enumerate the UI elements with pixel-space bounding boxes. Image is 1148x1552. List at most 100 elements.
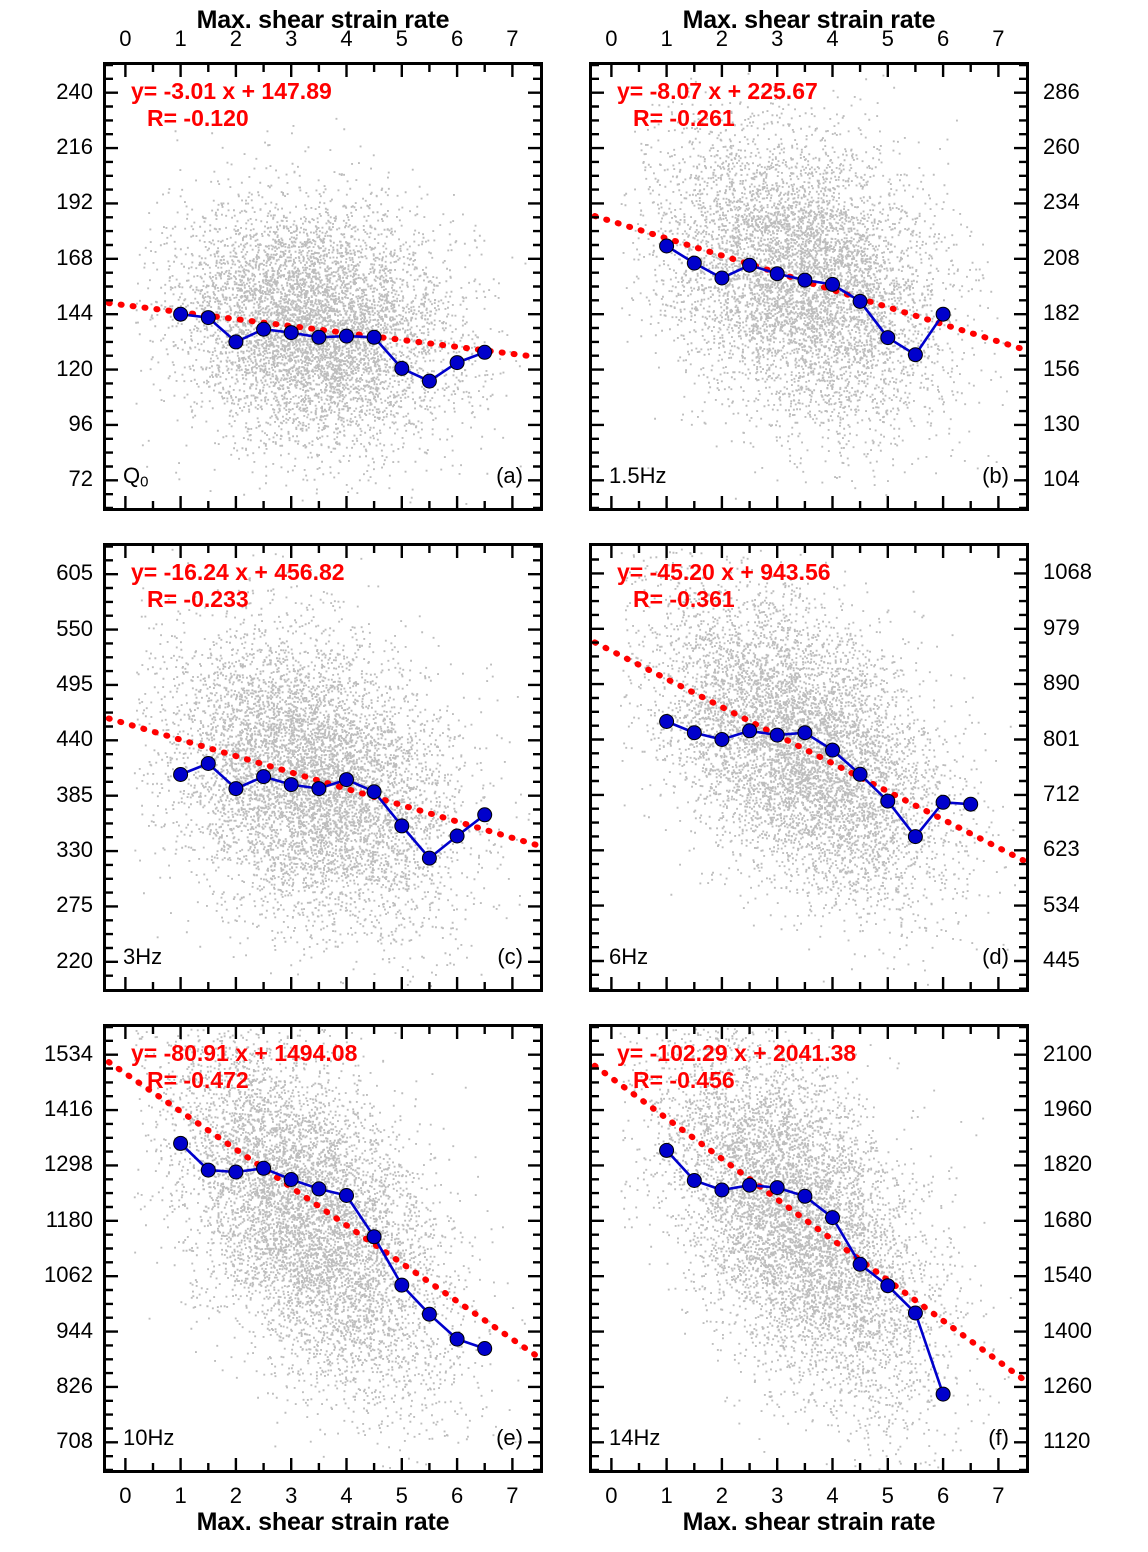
ytick-label: 130 (1043, 410, 1080, 436)
ytick-label: 385 (56, 781, 93, 807)
plot-area-a (103, 62, 543, 511)
median-marker (686, 1173, 702, 1188)
ytick-label: 445 (1043, 947, 1080, 972)
ytick-label: 1416 (44, 1096, 93, 1122)
median-marker (228, 334, 244, 350)
median-marker (173, 1135, 189, 1151)
median-marker (421, 850, 437, 866)
bottom-axis-title-col1: Max. shear strain rate (196, 1508, 450, 1536)
median-marker (852, 766, 868, 782)
median-marker (173, 767, 189, 782)
xtick-label: 7 (506, 1483, 519, 1508)
median-marker (880, 1278, 896, 1294)
frequency-label-e: 10Hz (123, 1425, 175, 1450)
ytick-label: 1960 (1043, 1096, 1092, 1122)
median-marker (200, 1162, 216, 1178)
ytick-label: 1062 (44, 1262, 93, 1288)
xtick-label: 0 (119, 26, 132, 51)
ytick-label: 216 (56, 134, 93, 160)
plot-area-f (589, 1024, 1029, 1473)
median-marker (477, 807, 493, 823)
median-marker (769, 727, 785, 743)
panel-letter-e: (e) (496, 1425, 523, 1450)
xtick-label: 5 (881, 26, 894, 51)
ytick-label: 1260 (1043, 1372, 1092, 1398)
ytick-label: 623 (1043, 836, 1080, 862)
xtick-label: 0 (119, 1483, 132, 1508)
scatter-points-a (135, 117, 527, 505)
axis-ticks-a (106, 65, 540, 508)
xtick-label: 0 (605, 26, 618, 51)
median-marker (366, 329, 382, 345)
median-marker (825, 1210, 840, 1226)
median-marker (880, 330, 896, 346)
top-axis-title-col1: Max. shear strain rate (196, 6, 450, 34)
regression-annotation-f: y= -102.29 x + 2041.38 R= -0.456 (617, 1040, 856, 1093)
xtick-label: 1 (660, 1483, 673, 1508)
scatter-points-e (133, 1028, 526, 1469)
axis-ticks-f (592, 1027, 1026, 1470)
median-marker (394, 818, 410, 834)
median-marker (742, 723, 758, 739)
median-marker (477, 344, 493, 360)
xtick-label: 7 (992, 1483, 1005, 1508)
ytick-label: 712 (1043, 780, 1080, 806)
regression-line-b (592, 213, 1026, 353)
ytick-label: 1400 (1043, 1317, 1092, 1343)
median-marker (797, 272, 813, 288)
plot-canvas-f (592, 1027, 1026, 1470)
median-marker (659, 714, 675, 729)
median-marker (769, 266, 785, 282)
regression-line-e (106, 1059, 540, 1360)
median-marker (659, 1142, 675, 1158)
ytick-label: 534 (1043, 891, 1080, 917)
median-marker (283, 325, 299, 341)
bottom-axis-title-col2: Max. shear strain rate (682, 1508, 936, 1536)
xtick-label: 1 (174, 1483, 187, 1508)
regression-line-d (592, 639, 1026, 864)
median-marker (935, 306, 951, 322)
xtick-label: 5 (395, 1483, 408, 1508)
median-marker (311, 329, 327, 345)
plot-area-b (589, 62, 1029, 511)
median-marker (797, 725, 813, 741)
panel-letter-d: (d) (982, 944, 1009, 969)
median-marker (339, 772, 354, 788)
fit-correlation-text: R= -0.120 (147, 104, 249, 131)
frequency-label-c: 3Hz (123, 944, 163, 969)
xtick-label: 0 (605, 1483, 618, 1508)
median-marker (477, 1341, 493, 1356)
axis-ticks-c (106, 546, 540, 989)
ytick-label: 192 (56, 189, 93, 215)
ytick-label: 275 (56, 892, 93, 918)
ytick-label: 208 (1043, 244, 1080, 270)
xtick-label: 3 (285, 1483, 298, 1508)
median-marker (963, 796, 979, 812)
ytick-label: 801 (1043, 725, 1080, 751)
fit-equation-text: y= -102.29 x + 2041.38 (617, 1040, 857, 1066)
median-marker (769, 1180, 785, 1196)
median-marker (421, 373, 437, 389)
frequency-label-f: 14Hz (609, 1425, 661, 1450)
ytick-label: 890 (1043, 670, 1080, 696)
median-marker (714, 270, 730, 286)
regression-annotation-e: y= -80.91 x + 1494.08 R= -0.472 (131, 1040, 357, 1093)
median-marker (714, 1182, 730, 1198)
fit-correlation-text: R= -0.261 (633, 104, 735, 131)
ytick-label: 260 (1043, 134, 1080, 160)
ytick-label: 168 (56, 244, 93, 270)
xtick-label: 3 (771, 26, 784, 51)
median-marker (686, 725, 702, 741)
median-marker (366, 784, 382, 800)
regression-line-f (592, 1062, 1026, 1383)
fit-correlation-text: R= -0.472 (147, 1066, 249, 1093)
fit-correlation-text: R= -0.361 (633, 585, 735, 612)
xtick-label: 6 (450, 26, 464, 51)
median-marker (421, 1306, 437, 1322)
median-marker (449, 828, 465, 844)
plot-canvas-c (106, 548, 540, 987)
median-marker (825, 276, 840, 292)
fit-equation-text: y= -3.01 x + 147.89 (131, 78, 332, 104)
